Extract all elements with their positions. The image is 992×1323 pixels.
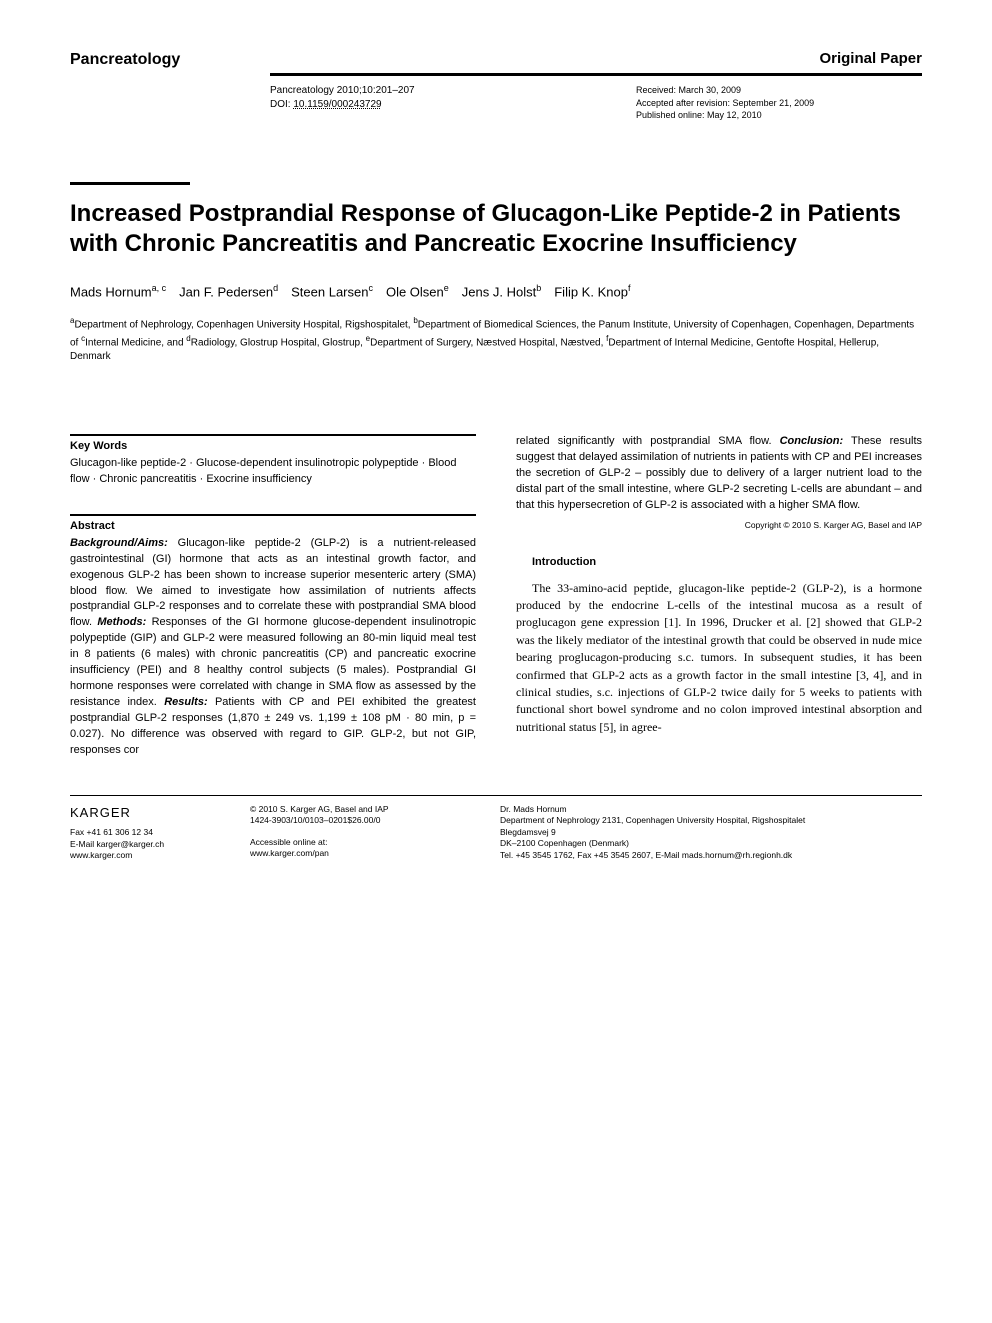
right-column: related significantly with postprandial … (516, 434, 922, 759)
corr-city: DK–2100 Copenhagen (Denmark) (500, 838, 922, 849)
abstract-heading: Abstract (70, 520, 476, 532)
keywords-text: Glucagon-like peptide-2 · Glucose-depend… (70, 456, 476, 488)
authors: Mads Hornuma, c Jan F. Pedersend Steen L… (70, 281, 922, 303)
publisher-name: KARGER (70, 804, 220, 822)
background-label: Background/Aims: (70, 537, 168, 549)
received-date: Received: March 30, 2009 (636, 84, 922, 97)
footer-issn: 1424-3903/10/0103–0201$26.00/0 (250, 815, 470, 826)
keywords-rule (70, 434, 476, 436)
accepted-date: Accepted after revision: September 21, 2… (636, 97, 922, 110)
background-text: Glucagon-like peptide-2 (GLP-2) is a nut… (70, 537, 476, 629)
abstract-text-left: Background/Aims: Glucagon-like peptide-2… (70, 536, 476, 759)
article-title: Increased Postprandial Response of Gluca… (70, 199, 922, 259)
abstract-text-right: related significantly with postprandial … (516, 434, 922, 514)
citation-row: Pancreatology 2010;10:201–207 DOI: 10.11… (270, 84, 922, 122)
results-label: Results: (164, 696, 207, 708)
footer-correspondence-block: Dr. Mads Hornum Department of Nephrology… (500, 804, 922, 862)
section-block: Original Paper (819, 50, 922, 69)
abstract-rule (70, 514, 476, 516)
title-block: Increased Postprandial Response of Gluca… (70, 182, 922, 364)
footer-copyright: © 2010 S. Karger AG, Basel and IAP (250, 804, 470, 815)
citation-right: Received: March 30, 2009 Accepted after … (636, 84, 922, 122)
introduction-text: The 33-amino-acid peptide, glucagon-like… (516, 580, 922, 737)
footer-accessible: Accessible online at: (250, 837, 470, 848)
affiliations: aDepartment of Nephrology, Copenhagen Un… (70, 315, 922, 364)
footer-online-url: www.karger.com/pan (250, 848, 470, 859)
journal-name: Pancreatology (70, 51, 180, 69)
conclusion-label: Conclusion: (780, 435, 844, 447)
footer: KARGER Fax +41 61 306 12 34 E-Mail karge… (70, 795, 922, 862)
corr-contact: Tel. +45 3545 1762, Fax +45 3545 2607, E… (500, 850, 922, 861)
section-label: Original Paper (819, 50, 922, 67)
citation-text: Pancreatology 2010;10:201–207 (270, 84, 556, 98)
abstract-copyright: Copyright © 2010 S. Karger AG, Basel and… (516, 520, 922, 530)
publisher-fax: Fax +41 61 306 12 34 (70, 827, 220, 838)
two-column-body: Key Words Glucagon-like peptide-2 · Gluc… (70, 434, 922, 759)
doi-link[interactable]: 10.1159/000243729 (293, 99, 381, 110)
doi-label: DOI: (270, 99, 293, 110)
corr-street: Blegdamsvej 9 (500, 827, 922, 838)
title-rule (70, 182, 190, 185)
keywords-heading: Key Words (70, 440, 476, 452)
publisher-web: www.karger.com (70, 850, 220, 861)
header-rule (270, 73, 922, 76)
introduction-heading: Introduction (516, 556, 922, 568)
footer-publisher-block: KARGER Fax +41 61 306 12 34 E-Mail karge… (70, 804, 220, 862)
footer-copyright-block: © 2010 S. Karger AG, Basel and IAP 1424-… (250, 804, 470, 862)
doi-line: DOI: 10.1159/000243729 (270, 98, 556, 112)
left-column: Key Words Glucagon-like peptide-2 · Gluc… (70, 434, 476, 759)
abstract-continuation: related significantly with postprandial … (516, 435, 780, 447)
corr-name: Dr. Mads Hornum (500, 804, 922, 815)
methods-label: Methods: (97, 616, 146, 628)
corr-dept: Department of Nephrology 2131, Copenhage… (500, 815, 922, 826)
methods-text: Responses of the GI hormone glucose-depe… (70, 616, 476, 708)
header-row: Pancreatology Original Paper (70, 50, 922, 69)
published-date: Published online: May 12, 2010 (636, 109, 922, 122)
citation-left: Pancreatology 2010;10:201–207 DOI: 10.11… (270, 84, 556, 122)
publisher-email: E-Mail karger@karger.ch (70, 839, 220, 850)
